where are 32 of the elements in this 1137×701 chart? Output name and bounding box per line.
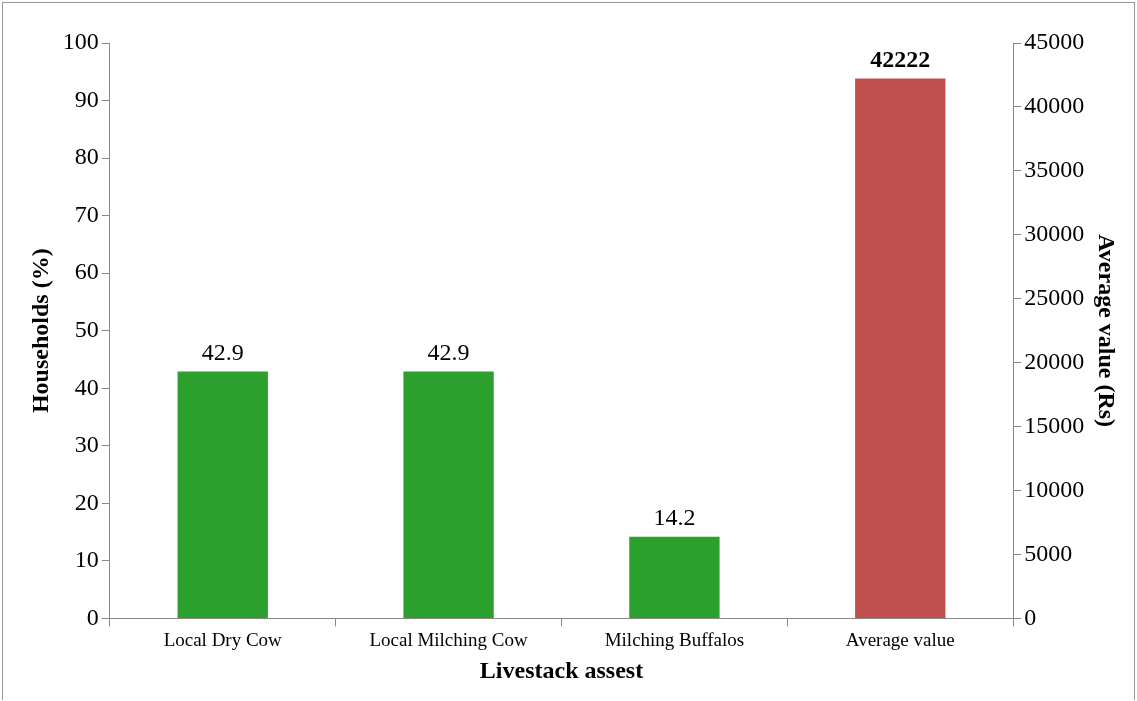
x-tick-label: Local Dry Cow [163, 628, 283, 650]
y-tick-label: 20 [74, 488, 99, 515]
y2-tick-label: 40000 [1024, 92, 1085, 119]
y-tick-label: 10 [74, 546, 99, 573]
y2-tick-label: 10000 [1024, 475, 1085, 502]
y2-tick-label: 15000 [1024, 411, 1085, 438]
y-tick-label: 80 [74, 143, 99, 170]
y2-tick-label: 5000 [1024, 539, 1073, 566]
y2-tick-label: 20000 [1024, 347, 1085, 374]
y-tick-label: 100 [62, 28, 99, 55]
data-label: 42.9 [427, 338, 470, 365]
x-tick-label: Local Milching Cow [369, 628, 529, 650]
y-tick-label: 30 [74, 431, 99, 458]
y2-axis-title: Average value (Rs) [1094, 234, 1121, 428]
y-tick-label: 50 [74, 316, 99, 342]
x-axis-title: Livestack assest [479, 656, 644, 683]
data-label: 42.9 [201, 338, 244, 365]
y2-tick-label: 25000 [1024, 284, 1085, 311]
y-axis-title: Households (%) [26, 248, 53, 414]
data-label: 42222 [870, 45, 931, 72]
y-tick-label: 60 [74, 258, 99, 285]
y2-tick-label: 30000 [1024, 220, 1085, 247]
x-tick-label: Milching Buffalos [604, 628, 745, 650]
y2-tick-label: 35000 [1024, 156, 1085, 183]
y-tick-label: 0 [86, 603, 99, 630]
y-tick-label: 70 [74, 200, 99, 227]
y-tick-label: 90 [74, 85, 99, 112]
data-label: 14.2 [653, 503, 696, 530]
y2-tick-label: 45000 [1024, 28, 1085, 55]
y2-tick-label: 0 [1024, 603, 1037, 630]
y-tick-label: 40 [74, 373, 99, 400]
x-tick-label: Average value [845, 628, 955, 650]
